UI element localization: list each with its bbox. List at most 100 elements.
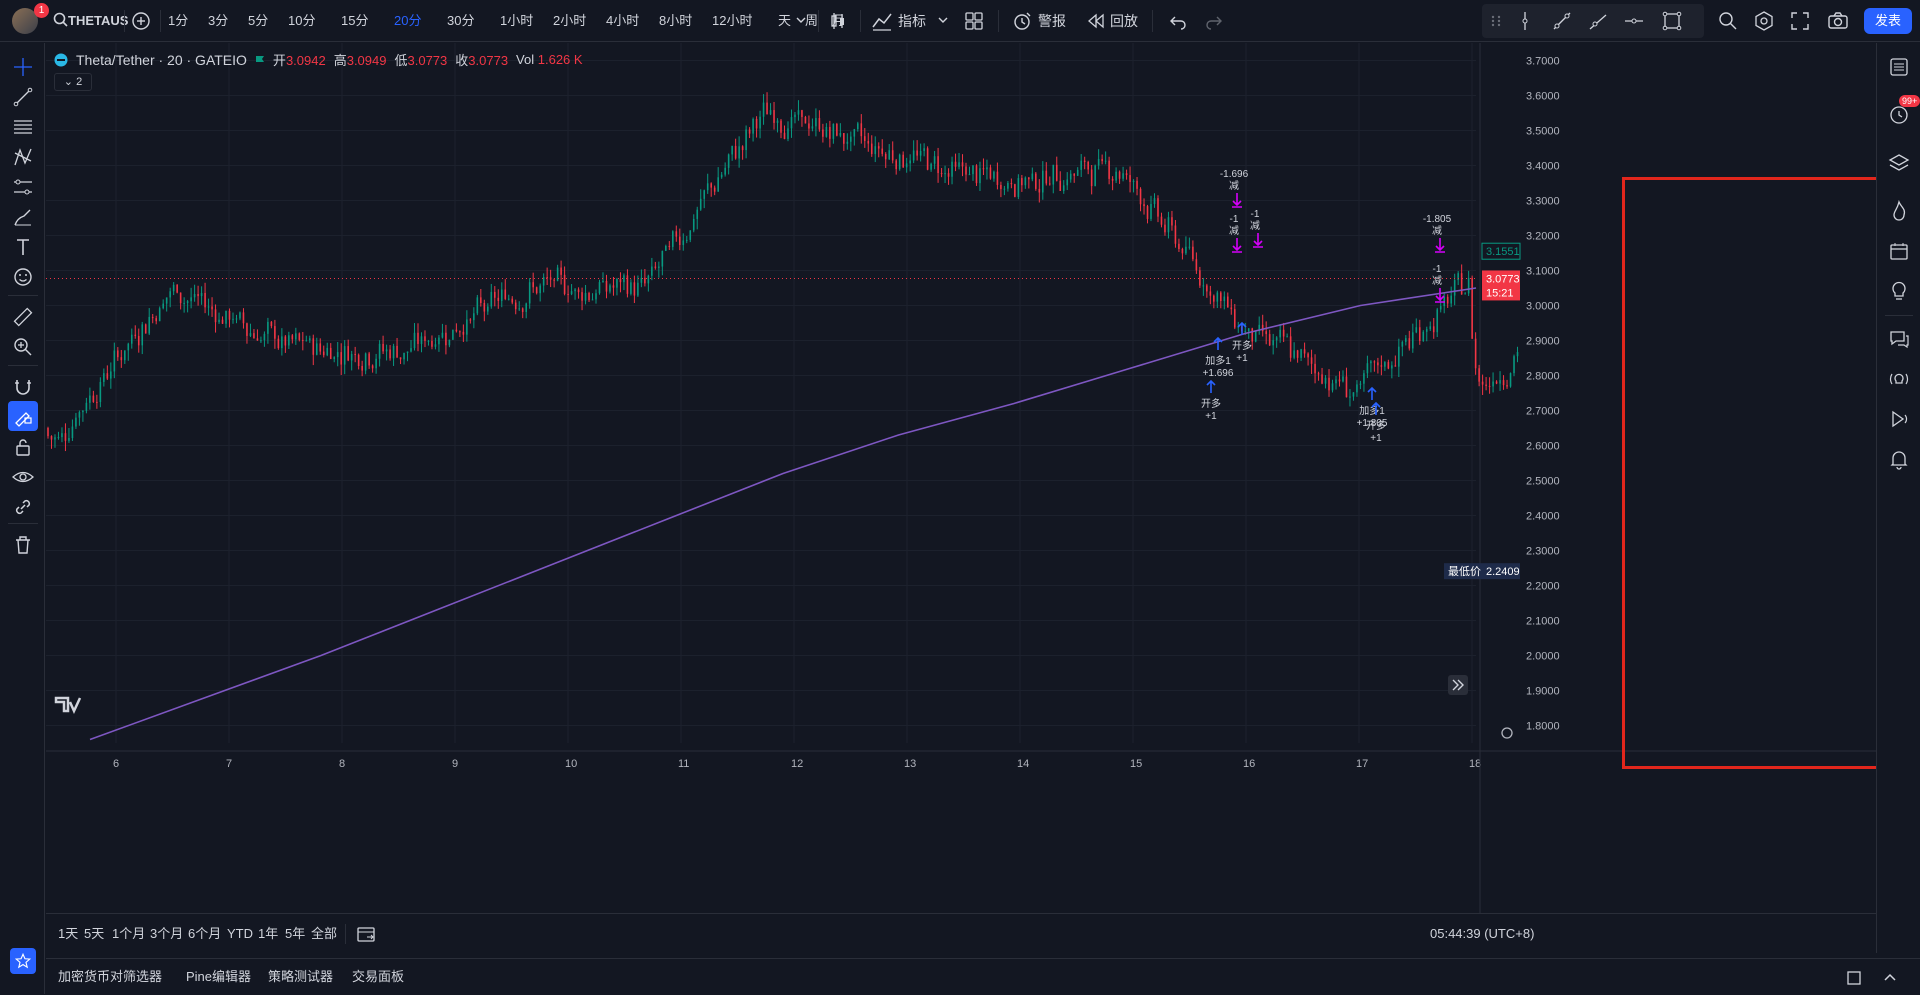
candle-type-icon[interactable] [826,9,850,33]
forecast-icon[interactable] [11,175,35,199]
trash-icon[interactable] [11,533,35,557]
buy-arrow-icon [1206,379,1216,393]
settings-icon[interactable] [1752,9,1776,33]
range-0[interactable]: 1天 [58,926,79,941]
interval-5[interactable]: 20分 [394,13,422,28]
add-symbol-icon[interactable] [129,9,153,33]
flag-icon[interactable] [255,55,265,65]
interval-10[interactable]: 8小时 [659,13,693,28]
panel-tab-3[interactable]: 交易面板 [352,969,405,984]
pattern-icon[interactable] [11,145,35,169]
fire-icon[interactable] [1887,199,1911,223]
layout-grid-icon[interactable] [962,9,986,33]
interval-4[interactable]: 15分 [341,13,369,28]
interval-8[interactable]: 2小时 [553,13,587,28]
indicators-icon[interactable] [870,9,894,33]
publish-button[interactable]: 发表 [1864,8,1912,34]
candle-body [1157,198,1159,217]
bell-icon[interactable] [1887,447,1911,471]
panel-tab-0[interactable]: 加密货币对筛选器 [58,969,163,984]
alert-button[interactable]: 警报 [1038,13,1066,29]
interval-13[interactable]: 周 [805,13,819,28]
chevron-up-icon[interactable] [1882,970,1898,986]
range-5[interactable]: YTD [227,926,253,941]
ruler-icon[interactable] [11,305,35,329]
candle-body [1160,216,1163,225]
zoom-icon[interactable] [1716,9,1740,33]
range-1[interactable]: 5天 [84,926,105,941]
candle-body [724,167,726,175]
calendar-icon[interactable] [1887,239,1911,263]
undo-icon[interactable] [1166,9,1190,33]
search-icon[interactable] [52,11,70,29]
broadcast-bulb-icon[interactable] [1887,367,1911,391]
range-7[interactable]: 5年 [285,926,306,941]
interval-3[interactable]: 10分 [288,13,316,28]
vertical-line-icon[interactable] [1513,9,1537,33]
idea-bulb-icon[interactable] [1887,279,1911,303]
candle-body [396,345,398,358]
alarm-clock-icon[interactable] [1010,9,1034,33]
clock-timezone[interactable]: 05:44:39 (UTC+8) [1430,926,1535,941]
eye-icon[interactable] [11,465,35,489]
interval-2[interactable]: 5分 [248,13,269,28]
interval-11[interactable]: 12小时 [712,13,753,28]
indicators-button[interactable]: 指标 [898,13,926,29]
zoom-in-icon[interactable] [11,335,35,359]
link-icon[interactable] [11,495,35,519]
lock-icon[interactable] [11,435,35,459]
fullscreen-icon[interactable] [1788,9,1812,33]
magnet-icon[interactable] [11,375,35,399]
axis-settings-icon[interactable] [1501,727,1513,739]
interval-0[interactable]: 1分 [168,13,189,28]
chevron-down-icon[interactable] [794,13,808,27]
play-stream-icon[interactable] [1887,407,1911,431]
favorites-button[interactable] [10,948,36,974]
text-icon[interactable] [11,235,35,259]
replay-icon[interactable] [1084,9,1108,33]
emoji-icon[interactable] [11,265,35,289]
candle-body [507,298,510,300]
drag-handle-icon[interactable] [1488,13,1504,29]
brush-icon[interactable] [11,205,35,229]
layers-icon[interactable] [1887,151,1911,175]
panel-tab-2[interactable]: 策略测试器 [268,969,334,984]
range-3[interactable]: 3个月 [150,926,184,941]
trend-line-icon[interactable] [1550,9,1574,33]
panel-tab-1[interactable]: Pine编辑器 [186,969,252,984]
symbol-search[interactable]: THETAUS [68,13,129,28]
trend-line-icon[interactable] [11,85,35,109]
price-tick: 2.2000 [1526,581,1560,593]
horizontal-ray-icon[interactable] [1622,9,1646,33]
camera-icon[interactable] [1826,9,1850,33]
interval-7[interactable]: 1小时 [500,13,534,28]
goto-date-icon[interactable] [354,922,378,946]
indicator-count: 2 [76,76,83,88]
chat-icon[interactable] [1887,327,1911,351]
replay-button[interactable]: 回放 [1110,13,1138,29]
range-2[interactable]: 1个月 [112,926,146,941]
collapse-indicators-button[interactable]: ⌄ 2 [54,73,92,91]
buy-arrow-icon [1237,321,1247,335]
avatar[interactable] [12,8,38,34]
range-4[interactable]: 6个月 [188,926,222,941]
interval-12[interactable]: 天 [778,13,792,28]
rectangle-icon[interactable] [1660,9,1684,33]
interval-1[interactable]: 3分 [208,13,229,28]
range-8[interactable]: 全部 [311,926,338,941]
trade-mark-reduce-c-text: -1 [1433,264,1442,275]
interval-9[interactable]: 4小时 [606,13,640,28]
maximize-panel-icon[interactable] [1846,970,1862,986]
chevron-down-icon[interactable] [936,13,950,27]
redo-icon[interactable] [1202,9,1226,33]
legend-title[interactable]: Theta/Tether · 20 · GATEIO [76,51,247,68]
alerts-clock-icon[interactable] [1887,103,1911,127]
watchlist-icon[interactable] [1887,55,1911,79]
candle-body [312,338,315,355]
range-6[interactable]: 1年 [258,926,279,941]
fib-lines-icon[interactable] [11,115,35,139]
crosshair-icon[interactable] [11,55,35,79]
interval-6[interactable]: 30分 [447,13,475,28]
price-chart[interactable]: 3.7000 3.6000 3.5000 3.4000 3.3000 3.2000 3.10… [46,43,1876,913]
ray-icon[interactable] [1586,9,1610,33]
